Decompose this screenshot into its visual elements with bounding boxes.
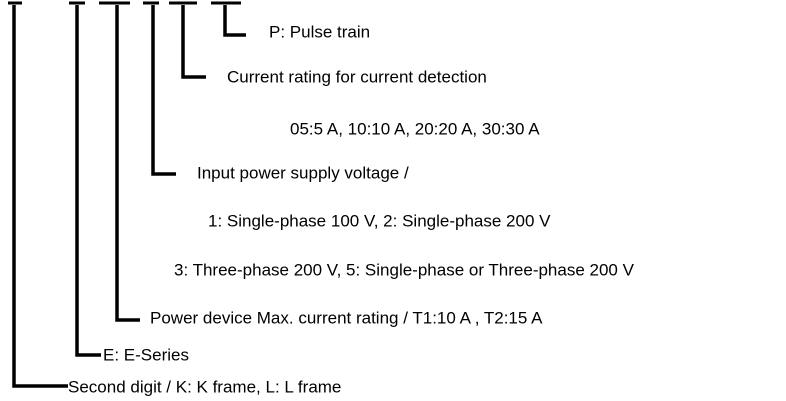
branch-label: E: E-Series [103,345,189,364]
branch-label: Power device Max. current rating / T1:10… [150,308,543,327]
bracket [151,5,176,176]
bracket [181,5,206,79]
branch-label: Input power supply voltage / [197,163,409,182]
bracket [115,5,140,322]
bracket-lines [12,5,246,388]
branch-detail: 05:5 A, 10:10 A, 20:20 A, 30:30 A [290,119,540,138]
bracket [12,5,68,388]
bracket [75,5,101,357]
bracket [223,5,246,37]
branch-label: P: Pulse train [269,22,370,41]
branch-detail: 1: Single-phase 100 V, 2: Single-phase 2… [208,211,551,230]
branch-label: Current rating for current detection [227,67,487,86]
branch-detail: 3: Three-phase 200 V, 5: Single-phase or… [174,260,635,279]
branch-label: Second digit / K: K frame, L: L frame [68,377,341,396]
